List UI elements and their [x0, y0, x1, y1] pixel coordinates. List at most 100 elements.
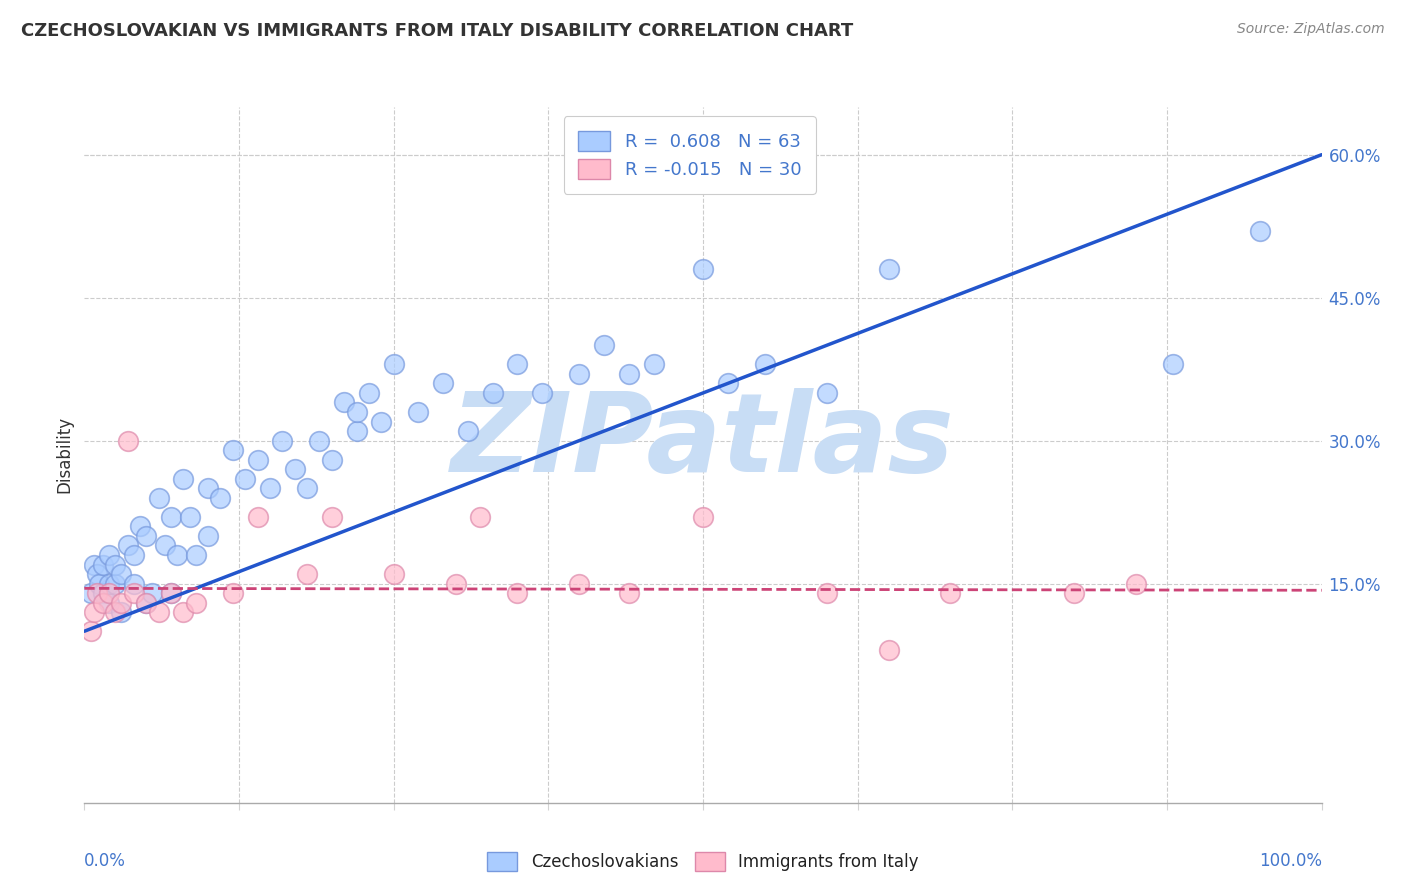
Point	[222, 586, 245, 600]
Point	[104, 605, 127, 619]
Point	[346, 405, 368, 419]
Point	[122, 586, 145, 600]
Point	[117, 434, 139, 448]
Point	[98, 586, 121, 600]
Point	[815, 586, 838, 600]
Point	[939, 586, 962, 600]
Point	[717, 376, 740, 391]
Point	[457, 424, 479, 438]
Point	[172, 605, 194, 619]
Point	[593, 338, 616, 352]
Point	[104, 576, 127, 591]
Point	[148, 491, 170, 505]
Point	[110, 605, 132, 619]
Point	[153, 539, 176, 553]
Point	[110, 596, 132, 610]
Point	[295, 481, 318, 495]
Point	[321, 452, 343, 467]
Point	[91, 586, 114, 600]
Point	[1161, 357, 1184, 371]
Point	[877, 262, 900, 277]
Point	[1063, 586, 1085, 600]
Point	[98, 576, 121, 591]
Point	[91, 558, 114, 572]
Point	[382, 567, 405, 582]
Point	[444, 576, 467, 591]
Point	[815, 386, 838, 401]
Point	[357, 386, 380, 401]
Point	[643, 357, 665, 371]
Point	[184, 548, 207, 562]
Point	[432, 376, 454, 391]
Point	[129, 519, 152, 533]
Point	[481, 386, 503, 401]
Point	[86, 586, 108, 600]
Point	[754, 357, 776, 371]
Point	[692, 262, 714, 277]
Point	[382, 357, 405, 371]
Y-axis label: Disability: Disability	[55, 417, 73, 493]
Point	[246, 509, 269, 524]
Point	[91, 596, 114, 610]
Point	[333, 395, 356, 409]
Point	[233, 472, 256, 486]
Point	[166, 548, 188, 562]
Point	[160, 586, 183, 600]
Point	[179, 509, 201, 524]
Text: Source: ZipAtlas.com: Source: ZipAtlas.com	[1237, 22, 1385, 37]
Point	[617, 586, 640, 600]
Point	[321, 509, 343, 524]
Point	[1249, 224, 1271, 238]
Point	[79, 586, 101, 600]
Point	[617, 367, 640, 381]
Point	[222, 443, 245, 458]
Point	[308, 434, 330, 448]
Point	[98, 548, 121, 562]
Point	[506, 357, 529, 371]
Point	[117, 539, 139, 553]
Point	[259, 481, 281, 495]
Point	[148, 605, 170, 619]
Point	[83, 558, 105, 572]
Point	[122, 548, 145, 562]
Point	[197, 481, 219, 495]
Point	[568, 367, 591, 381]
Point	[160, 509, 183, 524]
Point	[135, 529, 157, 543]
Point	[408, 405, 430, 419]
Point	[79, 624, 101, 639]
Point	[110, 567, 132, 582]
Point	[184, 596, 207, 610]
Point	[370, 415, 392, 429]
Point	[89, 576, 111, 591]
Point	[86, 567, 108, 582]
Point	[692, 509, 714, 524]
Point	[135, 596, 157, 610]
Text: 0.0%: 0.0%	[84, 852, 127, 870]
Point	[160, 586, 183, 600]
Point	[295, 567, 318, 582]
Point	[346, 424, 368, 438]
Point	[531, 386, 554, 401]
Point	[246, 452, 269, 467]
Point	[470, 509, 492, 524]
Point	[141, 586, 163, 600]
Point	[98, 596, 121, 610]
Point	[135, 596, 157, 610]
Point	[506, 586, 529, 600]
Point	[1125, 576, 1147, 591]
Point	[284, 462, 307, 476]
Legend: Czechoslovakians, Immigrants from Italy: Czechoslovakians, Immigrants from Italy	[481, 846, 925, 878]
Point	[104, 558, 127, 572]
Text: 100.0%: 100.0%	[1258, 852, 1322, 870]
Point	[271, 434, 294, 448]
Text: CZECHOSLOVAKIAN VS IMMIGRANTS FROM ITALY DISABILITY CORRELATION CHART: CZECHOSLOVAKIAN VS IMMIGRANTS FROM ITALY…	[21, 22, 853, 40]
Text: ZIPatlas: ZIPatlas	[451, 387, 955, 494]
Point	[172, 472, 194, 486]
Point	[568, 576, 591, 591]
Point	[209, 491, 232, 505]
Point	[877, 643, 900, 657]
Point	[83, 605, 105, 619]
Point	[122, 576, 145, 591]
Point	[197, 529, 219, 543]
